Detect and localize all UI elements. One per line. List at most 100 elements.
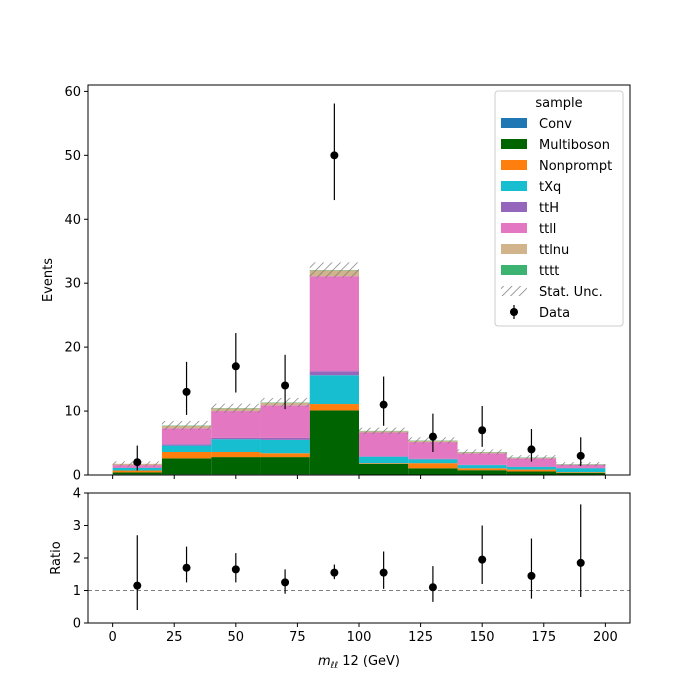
bar-nonprompt-bin-7	[457, 468, 507, 471]
stat-unc-bin-2	[211, 403, 261, 413]
legend-swatch-tttt	[501, 265, 527, 275]
legend-swatch-nonprompt	[501, 160, 527, 170]
x-axis-label-subscript: ℓℓ	[330, 661, 338, 671]
bar-nonprompt-bin-4	[309, 404, 359, 411]
data-point-2	[231, 362, 240, 371]
ratio-y-axis-label: Ratio	[49, 541, 64, 574]
legend-swatch-multiboson	[501, 139, 527, 149]
data-point-1	[182, 387, 191, 396]
ratio-point-4	[330, 568, 339, 577]
ratio-point-5	[379, 568, 388, 577]
bar-multiboson-bin-1	[161, 458, 212, 475]
x-tick-label: 0	[108, 630, 116, 645]
stacked-histogram	[112, 270, 606, 475]
legend-label-tttt: tttt	[539, 264, 559, 279]
bar-tth-bin-1	[161, 444, 212, 446]
legend-label-data: Data	[539, 306, 570, 321]
legend-swatch-txq	[501, 181, 527, 191]
ratio-panel: 0 1 2 3 4 0 25 50 75 100 125 150 175 200 Ratio mℓℓ 1…	[49, 487, 631, 671]
data-point-3	[281, 381, 290, 390]
bar-txq-bin-8	[506, 467, 557, 470]
ratio-point-6	[428, 583, 437, 592]
main-y-tick-label: 60	[64, 85, 81, 100]
ratio-points	[133, 504, 585, 610]
bar-txq-bin-5	[359, 456, 409, 464]
bar-tth-bin-4	[309, 371, 359, 376]
data-point-8	[527, 445, 536, 454]
bar-tth-bin-2	[211, 437, 261, 440]
ratio-point-1	[182, 563, 191, 572]
data-point-0	[133, 458, 142, 467]
bar-txq-bin-4	[309, 375, 359, 405]
stat-unc-bin-5	[359, 427, 409, 435]
main-y-axis: 0 10 20 30 40 50 60	[64, 85, 88, 484]
bar-nonprompt-bin-9	[556, 472, 606, 473]
legend: sample Conv Multiboson Nonprompt tXq ttH ttll…	[494, 90, 624, 327]
bar-ttll-bin-9	[556, 464, 606, 468]
bar-multiboson-bin-8	[506, 471, 557, 475]
ratio-y-tick-label: 4	[73, 487, 81, 502]
main-x-axis-ticks	[112, 475, 606, 479]
bar-multiboson-bin-6	[408, 468, 458, 475]
ratio-point-2	[231, 565, 240, 574]
bar-txq-bin-7	[457, 465, 507, 469]
legend-label-tth: ttH	[539, 201, 559, 216]
x-tick-label: 200	[593, 630, 618, 645]
x-tick-label: 125	[408, 630, 433, 645]
legend-label-nonprompt: Nonprompt	[539, 159, 612, 174]
bar-ttll-bin-4	[309, 276, 359, 372]
x-axis-label-symbol: m	[318, 654, 331, 669]
x-tick-label: 100	[347, 630, 372, 645]
bar-multiboson-bin-9	[556, 472, 606, 475]
stat-unc-bin-1	[161, 420, 212, 430]
bar-multiboson-bin-7	[457, 470, 507, 475]
bar-nonprompt-bin-3	[260, 453, 310, 458]
bar-ttll-bin-1	[161, 428, 212, 445]
bar-tth-bin-3	[260, 437, 310, 440]
bar-nonprompt-bin-2	[211, 451, 261, 458]
ratio-y-tick-label: 1	[73, 584, 81, 599]
legend-swatch-conv	[501, 118, 527, 128]
legend-label-txq: tXq	[539, 180, 561, 195]
ratio-y-tick-label: 0	[73, 617, 81, 632]
bar-nonprompt-bin-1	[161, 451, 212, 459]
x-axis-label-text: 12 (GeV)	[338, 654, 400, 669]
bar-tth-bin-6	[408, 458, 458, 460]
bar-ttll-bin-5	[359, 432, 409, 457]
stat-unc-bin-7	[457, 449, 507, 455]
bar-ttll-bin-2	[211, 411, 261, 438]
x-tick-label: 75	[289, 630, 306, 645]
bar-txq-bin-1	[161, 445, 212, 452]
data-point-6	[428, 432, 437, 441]
ratio-point-3	[281, 578, 290, 587]
bar-nonprompt-bin-0	[112, 470, 162, 473]
ratio-point-9	[576, 558, 585, 567]
ratio-point-8	[527, 571, 536, 580]
legend-label-stat-unc: Stat. Unc.	[539, 285, 603, 300]
data-points	[133, 103, 585, 471]
legend-label-conv: Conv	[539, 117, 572, 132]
data-point-5	[379, 400, 388, 409]
bar-nonprompt-bin-5	[359, 463, 409, 464]
legend-swatch-tth	[501, 202, 527, 212]
x-axis-label: mℓℓ 12 (GeV)	[318, 654, 400, 671]
bar-nonprompt-bin-8	[506, 469, 557, 472]
bar-txq-bin-2	[211, 439, 261, 452]
stat-unc-bin-4	[309, 262, 359, 278]
bar-multiboson-bin-4	[309, 410, 359, 475]
x-tick-label: 50	[228, 630, 245, 645]
x-tick-label: 175	[531, 630, 556, 645]
bar-ttll-bin-3	[260, 405, 310, 438]
bar-txq-bin-6	[408, 459, 458, 464]
bar-nonprompt-bin-6	[408, 463, 458, 469]
ratio-panel-frame	[87, 492, 631, 624]
main-y-tick-label: 50	[64, 149, 81, 164]
bar-txq-bin-3	[260, 439, 310, 454]
bar-multiboson-bin-5	[359, 463, 409, 475]
legend-swatch-stat-unc	[501, 286, 527, 296]
legend-title: sample	[535, 96, 582, 111]
main-y-tick-label: 0	[73, 469, 81, 484]
main-y-tick-label: 20	[64, 341, 81, 356]
x-tick-label: 150	[470, 630, 495, 645]
